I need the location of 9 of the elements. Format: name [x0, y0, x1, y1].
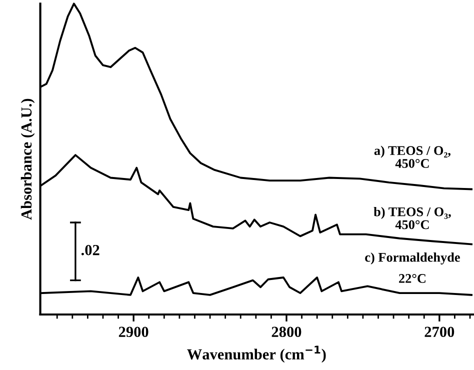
- series-label: b) TEOS / O₃, 450°C: [374, 206, 451, 230]
- x-tick-label: 2700: [424, 326, 454, 338]
- x-axis-title: Wavenumber (cm$^{−1}$): [187, 346, 326, 363]
- x-tick-label: 2800: [272, 326, 302, 338]
- series-label: c) Formaldehyde 22°C: [365, 252, 460, 283]
- x-tick-label: 2900: [118, 326, 148, 338]
- series-label: a) TEOS / O₂, 450°C: [374, 146, 450, 168]
- annotation: .02: [81, 244, 100, 256]
- y-axis-title: Absorbance (A.U.): [20, 98, 35, 220]
